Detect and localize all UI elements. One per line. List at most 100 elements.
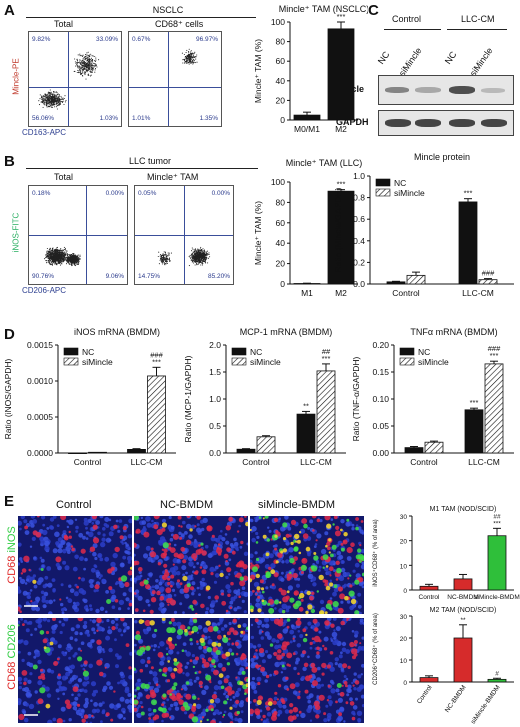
cd68-signal bbox=[228, 516, 234, 522]
flow-dot bbox=[79, 256, 81, 258]
nucleus bbox=[105, 610, 108, 614]
flow-dot bbox=[187, 55, 189, 57]
marker-signal bbox=[322, 566, 325, 569]
cd68-signal bbox=[163, 548, 168, 553]
flow-dot bbox=[59, 264, 62, 266]
flow-dot bbox=[163, 255, 165, 257]
flow-dot bbox=[41, 98, 43, 101]
marker-signal bbox=[289, 557, 295, 564]
cd68-signal bbox=[55, 556, 62, 563]
flow-dot bbox=[206, 250, 208, 252]
nucleus bbox=[231, 718, 234, 721]
flow-dot bbox=[47, 256, 49, 258]
flow-dot bbox=[197, 259, 199, 261]
y-tick-label: 40 bbox=[276, 238, 286, 248]
flow-dot bbox=[63, 256, 65, 258]
flow-dot bbox=[191, 52, 193, 54]
flow-dot bbox=[200, 246, 202, 248]
nucleus bbox=[87, 642, 93, 648]
cd68-signal bbox=[53, 661, 59, 666]
marker-signal bbox=[82, 670, 89, 677]
marker-signal bbox=[267, 602, 271, 606]
cd68-signal bbox=[83, 714, 89, 719]
flow-dot bbox=[205, 262, 207, 264]
flow-dot bbox=[50, 93, 52, 95]
cd68-signal bbox=[335, 560, 340, 565]
flow-dot bbox=[54, 255, 56, 258]
colocalized-signal bbox=[307, 604, 313, 610]
cd68-signal bbox=[216, 546, 220, 550]
nucleus bbox=[108, 685, 114, 690]
nucleus bbox=[85, 537, 89, 540]
nucleus bbox=[40, 539, 45, 545]
flow-dot bbox=[46, 95, 48, 97]
flow-dot bbox=[78, 66, 80, 68]
flow-dot bbox=[75, 65, 77, 67]
nucleus bbox=[27, 651, 32, 656]
flow-dot bbox=[197, 248, 199, 250]
nucleus bbox=[24, 530, 30, 535]
band bbox=[415, 119, 441, 127]
nucleus bbox=[215, 599, 218, 603]
cd68-signal bbox=[200, 603, 205, 609]
flow-dot bbox=[49, 100, 51, 102]
flow-dot bbox=[49, 262, 51, 264]
cd68-signal bbox=[177, 516, 182, 520]
flow-dot bbox=[46, 106, 48, 108]
flow-dot bbox=[61, 254, 63, 256]
y-tick-label: 0.0 bbox=[353, 279, 365, 289]
flow-dot bbox=[199, 248, 201, 250]
cd68-signal bbox=[322, 579, 327, 583]
bar bbox=[316, 370, 336, 454]
cd68-signal bbox=[22, 623, 25, 626]
flow-dot bbox=[49, 101, 51, 103]
y-tick-label: 60 bbox=[276, 56, 286, 66]
nucleus bbox=[48, 599, 53, 605]
colocalized-signal bbox=[325, 565, 329, 568]
flow-dot bbox=[165, 256, 167, 258]
nucleus bbox=[45, 599, 50, 604]
nucleus bbox=[35, 596, 41, 602]
flow-dot bbox=[86, 69, 88, 72]
colocalized-signal bbox=[294, 533, 300, 540]
nucleus bbox=[82, 681, 88, 687]
flow-dot bbox=[188, 256, 190, 258]
flow-dot bbox=[54, 258, 56, 260]
cd68-signal bbox=[225, 560, 228, 563]
quadrant-ur: 96.97% bbox=[195, 36, 218, 43]
marker-signal bbox=[354, 579, 360, 585]
flow-dot bbox=[167, 259, 169, 261]
nucleus bbox=[308, 574, 311, 578]
flow-dot bbox=[162, 260, 164, 262]
blot-header-rule-left bbox=[384, 29, 441, 30]
flow-dot bbox=[161, 256, 163, 258]
flow-dot bbox=[75, 62, 77, 64]
y-tick-label: 0.0005 bbox=[27, 412, 53, 422]
nucleus bbox=[213, 691, 217, 695]
cd68-signal bbox=[18, 713, 25, 721]
flow-dot bbox=[61, 252, 63, 254]
flow-dot bbox=[80, 54, 82, 56]
cd68-signal bbox=[19, 610, 22, 613]
flow-dot bbox=[91, 60, 93, 62]
flow-dot bbox=[80, 66, 82, 68]
cd68-signal bbox=[156, 529, 163, 536]
flow-dot bbox=[47, 257, 50, 259]
cd68-signal bbox=[277, 552, 283, 558]
flow-dot bbox=[79, 61, 81, 63]
flow-dot bbox=[85, 56, 87, 58]
flow-dot bbox=[204, 259, 207, 261]
nucleus bbox=[81, 688, 85, 692]
nucleus bbox=[74, 631, 79, 636]
cd68-signal bbox=[244, 516, 247, 518]
nucleus bbox=[191, 592, 195, 596]
nucleus bbox=[120, 540, 124, 544]
cd68-signal bbox=[302, 533, 309, 539]
cd68-signal bbox=[298, 606, 304, 612]
marker-signal bbox=[264, 516, 269, 519]
flow-dot bbox=[204, 253, 206, 256]
flow-dot bbox=[83, 61, 85, 64]
nucleus bbox=[169, 567, 176, 573]
colocalized-signal bbox=[324, 611, 328, 614]
nucleus bbox=[46, 527, 50, 530]
